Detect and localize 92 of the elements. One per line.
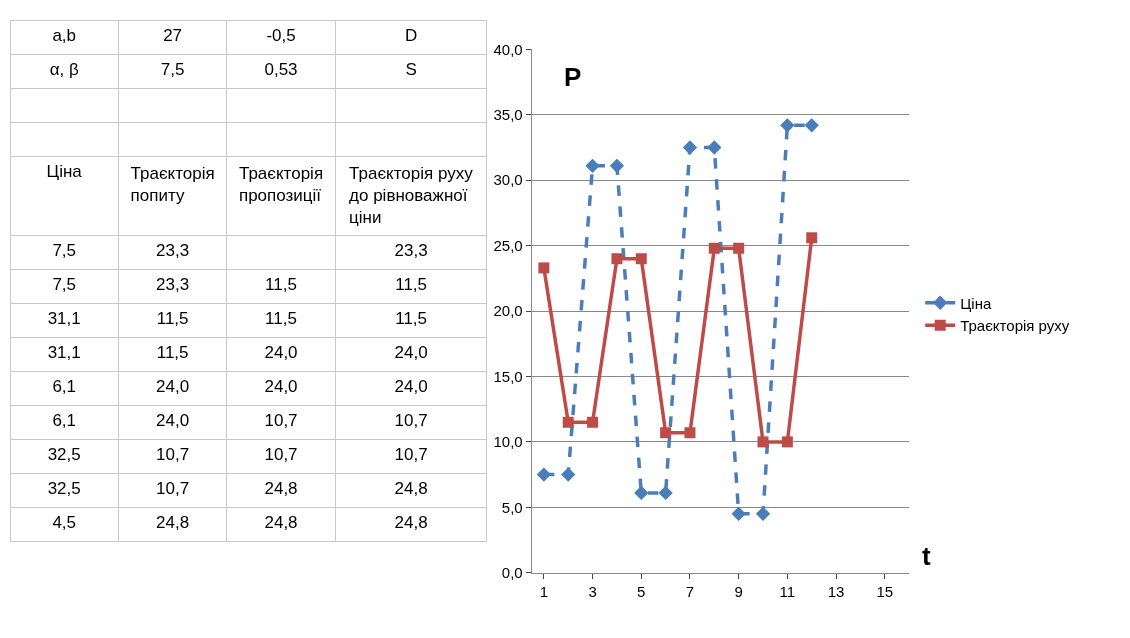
text: 7,5 — [52, 274, 77, 294]
x-tick-label: 3 — [588, 582, 597, 600]
text: 31,1 — [47, 308, 81, 328]
y-tick-label: 30,0 — [493, 171, 523, 189]
legend-label: Ціна — [960, 294, 992, 312]
y-tick-label: 15,0 — [493, 367, 523, 385]
point — [731, 506, 746, 521]
text: 6,1 — [52, 376, 77, 396]
text: 10,7 — [264, 444, 298, 464]
text: 0,53 — [264, 59, 298, 79]
text: 24,0 — [264, 376, 298, 396]
point — [781, 436, 793, 448]
y-tick-label: 35,0 — [493, 106, 523, 124]
text: 24,0 — [394, 342, 428, 362]
text: 11,5 — [156, 308, 189, 328]
text: S — [405, 59, 417, 79]
text: 27 — [163, 25, 183, 45]
text: 11,5 — [265, 308, 297, 328]
text: 32,5 — [47, 444, 81, 464]
text: 7,5 — [52, 240, 77, 260]
text: 24,0 — [264, 342, 298, 362]
text: 11,5 — [395, 308, 428, 328]
y-tick-label: 10,0 — [493, 433, 523, 451]
y-tick-label: 25,0 — [493, 236, 523, 254]
text: 23,3 — [156, 274, 190, 294]
point — [708, 242, 720, 254]
y-axis-title: P — [564, 62, 582, 92]
text: 11,5 — [156, 342, 189, 362]
point — [561, 467, 576, 482]
point — [682, 140, 698, 155]
text: 23,3 — [156, 240, 190, 260]
point — [757, 436, 769, 448]
x-tick-label: 7 — [685, 582, 695, 600]
text: 24,8 — [264, 512, 298, 532]
point — [609, 158, 625, 173]
text: Траєкторія руху до рівноважної ціни — [349, 164, 473, 228]
point — [780, 118, 795, 133]
text: -0,5 — [266, 25, 296, 45]
text: 32,5 — [47, 478, 81, 498]
point — [733, 242, 745, 254]
text: Траєкторія пропозиції — [238, 164, 324, 206]
text: 10,7 — [394, 410, 428, 430]
point — [684, 427, 696, 439]
text: 10,7 — [156, 478, 190, 498]
text: 24,0 — [156, 410, 190, 430]
point — [755, 506, 771, 521]
x-axis-title: t — [922, 541, 931, 571]
point — [611, 253, 623, 265]
text: 10,7 — [394, 444, 428, 464]
legend-label: Траєкторія руху — [960, 317, 1070, 335]
point — [804, 118, 819, 133]
text: 24,0 — [156, 376, 190, 396]
point — [634, 485, 649, 501]
x-tick-label: 9 — [734, 582, 743, 600]
text: a,b — [52, 25, 77, 45]
text: 4,5 — [52, 512, 77, 532]
text: 6,1 — [52, 410, 77, 430]
text: 24,8 — [156, 512, 190, 532]
point — [635, 253, 647, 265]
point — [562, 416, 574, 428]
x-tick-label: 1 — [539, 582, 549, 600]
x-tick-label: 11 — [779, 582, 796, 600]
point — [660, 427, 672, 439]
y-tick-label: 0,0 — [501, 563, 523, 581]
text: Ціна — [46, 161, 82, 181]
text: 23,3 — [394, 240, 428, 260]
point — [536, 467, 552, 482]
text: 24,8 — [264, 478, 298, 498]
y-tick-label: 5,0 — [501, 498, 523, 516]
point — [587, 416, 599, 428]
point — [538, 262, 550, 274]
text: α, β — [49, 59, 79, 79]
text: Траєкторія попиту — [130, 164, 215, 206]
text: 24,8 — [394, 512, 428, 532]
y-tick-label: 20,0 — [493, 302, 523, 320]
text: 24,8 — [394, 478, 428, 498]
text: 24,0 — [394, 376, 428, 396]
y-tick-label: 40,0 — [493, 40, 523, 58]
x-tick-label: 5 — [637, 582, 646, 600]
text: D — [404, 25, 418, 45]
point — [707, 140, 722, 155]
text: 10,7 — [156, 444, 190, 464]
x-tick-label: 15 — [876, 582, 894, 600]
text: 11,5 — [395, 274, 428, 294]
point — [585, 158, 600, 173]
text: 10,7 — [264, 410, 298, 430]
text: 31,1 — [47, 342, 81, 362]
text: 7,5 — [160, 59, 185, 79]
point — [806, 232, 818, 244]
text: 11,5 — [265, 274, 297, 294]
x-tick-label: 13 — [827, 582, 845, 600]
point — [658, 485, 673, 501]
